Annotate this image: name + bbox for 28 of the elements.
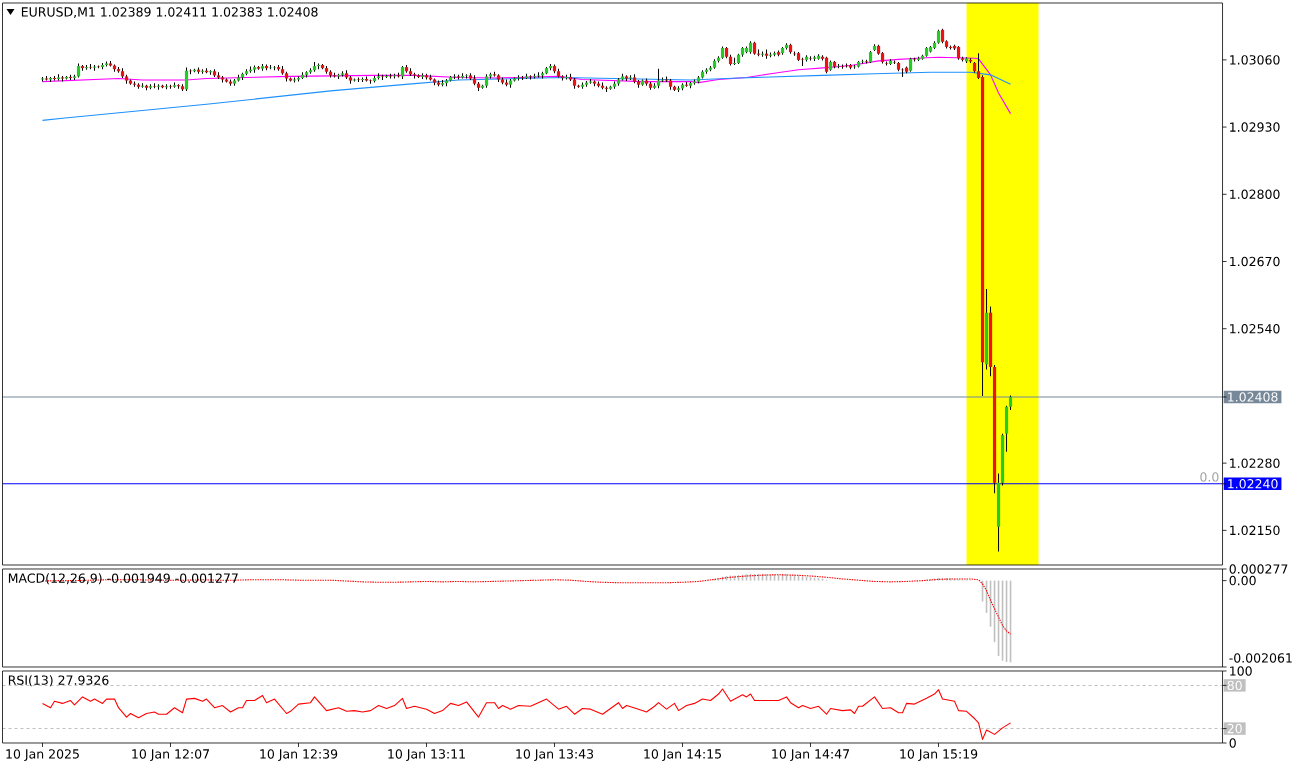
y-tick-label: 1.02240: [1228, 479, 1278, 489]
chart-title: MACD(12,26,9) -0.001949 -0.001277: [8, 573, 238, 585]
y-tick-label: 80: [1227, 680, 1242, 691]
x-tick-label: 10 Jan 12:07: [132, 749, 209, 761]
x-tick-label: 10 Jan 15:19: [900, 749, 978, 761]
y-tick-label: 1.02670: [1230, 256, 1280, 267]
y-tick-label: 20: [1227, 723, 1242, 734]
y-tick-label: 100: [1230, 666, 1252, 676]
y-tick-label: 1.03060: [1230, 55, 1280, 65]
y-tick-label: 0.000277: [1229, 564, 1288, 574]
x-tick-label: 10 Jan 14:15: [644, 749, 721, 761]
y-tick-label: 0: [1229, 738, 1236, 748]
y-tick-label: 0.00: [1229, 575, 1256, 586]
annotation: 0.0: [1200, 472, 1219, 482]
y-tick-label: 1.02150: [1230, 525, 1280, 536]
chart-title: EURUSD,M1 1.02389 1.02411 1.02383 1.02408: [21, 7, 318, 18]
y-tick-label: 1.02930: [1230, 122, 1280, 132]
x-tick-label: 10 Jan 2025: [6, 749, 79, 761]
x-tick-label: 10 Jan 13:43: [516, 749, 594, 761]
x-tick-label: 10 Jan 12:39: [260, 749, 338, 761]
y-tick-label: -0.002061: [1229, 653, 1292, 663]
y-tick-label: 1.02800: [1230, 189, 1280, 200]
chart-title: RSI(13) 27.9326: [8, 675, 109, 687]
x-tick-label: 10 Jan 14:47: [772, 749, 850, 761]
x-tick-label: 10 Jan 13:11: [388, 749, 465, 761]
y-tick-label: 1.02408: [1228, 392, 1278, 402]
y-tick-label: 1.02280: [1230, 458, 1280, 468]
y-tick-label: 1.02540: [1230, 323, 1280, 334]
